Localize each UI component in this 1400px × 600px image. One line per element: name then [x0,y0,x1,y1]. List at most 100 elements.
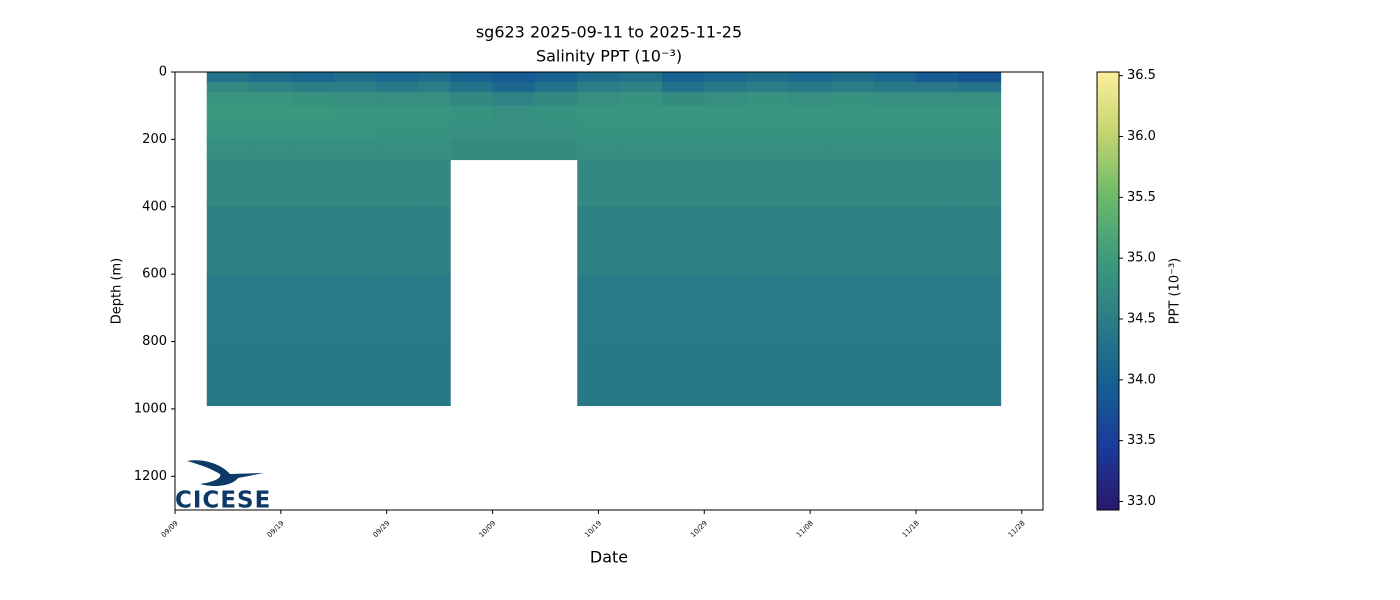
heatmap-cell [291,122,335,140]
heatmap-cell [746,341,790,407]
colorbar-tick-label: 34.5 [1127,311,1156,326]
heatmap-cell [333,122,377,140]
heatmap-cell [788,341,832,407]
heatmap-cell [206,206,250,275]
x-tick-label: 10/29 [689,519,709,539]
heatmap-cell [958,92,1002,107]
y-tick-label: 1000 [134,401,167,416]
heatmap-cell [915,341,959,407]
logo-text: CICESE [175,488,271,514]
heatmap-cell [249,92,292,107]
heatmap-cell [788,139,832,161]
heatmap-cell [746,92,790,107]
colorbar-tick-label: 34.0 [1127,372,1156,387]
heatmap-cell [206,82,250,93]
heatmap-cell [873,139,917,161]
heatmap-cell [534,122,578,140]
heatmap-cell [206,122,250,140]
heatmap-cell [418,82,451,93]
heatmap-cell [492,92,536,107]
heatmap-cell [619,139,663,161]
heatmap-cell [915,139,959,161]
heatmap-cell [788,122,832,140]
heatmap-cell [534,105,578,124]
heatmap-cell [873,274,917,343]
heatmap-cell [376,92,419,107]
heatmap-cell [418,122,451,140]
heatmap-cell [291,206,335,275]
heatmap-cell [206,274,250,343]
colorbar-tick-label: 33.0 [1127,494,1156,509]
heatmap-cell [704,341,748,407]
heatmap-cell [873,72,917,83]
heatmap-cell [376,139,419,161]
x-tick-label: 09/19 [266,519,286,539]
heatmap-cell [577,82,621,93]
colorbar-tick-label: 36.5 [1127,68,1156,83]
heatmap-cell [958,105,1002,124]
heatmap-cell [376,82,419,93]
heatmap-cell [704,122,748,140]
heatmap-cell [577,92,621,107]
heatmap-cell [450,82,494,93]
x-tick-label: 10/19 [583,519,603,539]
heatmap-cell [492,122,536,140]
heatmap-cell [915,105,959,124]
heatmap-cell [831,92,875,107]
heatmap-cell [704,139,748,161]
heatmap-cell [418,274,451,343]
heatmap-cell [619,206,663,275]
heatmap-cell [418,105,451,124]
colorbar-tick-label: 35.0 [1127,251,1156,266]
heatmap-cell [450,139,494,161]
heatmap-cell [831,122,875,140]
heatmap-cell [333,159,377,208]
heatmap-cell [873,92,917,107]
heatmap-cell [958,72,1002,83]
heatmap-cell [249,274,292,343]
heatmap-cell [291,82,335,93]
heatmap-cell [206,341,250,407]
colorbar [1096,71,1120,511]
logo-bird [187,460,264,486]
heatmap-cell [418,206,451,275]
heatmap-cell [291,92,335,107]
heatmap-cell [534,82,578,93]
heatmap-cell [619,341,663,407]
heatmap-cell [746,105,790,124]
heatmap-cell [788,105,832,124]
x-tick-label: 11/08 [795,519,815,539]
heatmap-cell [249,159,292,208]
heatmap-cell [291,274,335,343]
heatmap-cell [291,159,335,208]
heatmap-cell [746,159,790,208]
heatmap-cell [249,206,292,275]
heatmap-cell [788,72,832,83]
heatmap-cell [534,92,578,107]
heatmap-cell [577,105,621,124]
heatmap-cell [831,206,875,275]
heatmap-cell [746,72,790,83]
heatmap-cell [704,105,748,124]
heatmap-cell [915,82,959,93]
y-tick-label: 400 [142,199,167,214]
heatmap-cell [206,72,250,83]
heatmap-cell [492,139,536,161]
heatmap-cell [746,122,790,140]
heatmap-cell [619,122,663,140]
heatmap-cell [788,82,832,93]
heatmap-cell [577,159,621,208]
heatmap-cell [206,139,250,161]
heatmap-cell [206,92,250,107]
heatmap-cell [704,206,748,275]
heatmap-cell [746,206,790,275]
heatmap-cell [661,105,705,124]
heatmap-cell [831,139,875,161]
heatmap-cell [249,122,292,140]
heatmap-cell [873,159,917,208]
heatmap-cell [450,72,494,83]
heatmap-cell [450,92,494,107]
heatmap-cell [376,206,419,275]
